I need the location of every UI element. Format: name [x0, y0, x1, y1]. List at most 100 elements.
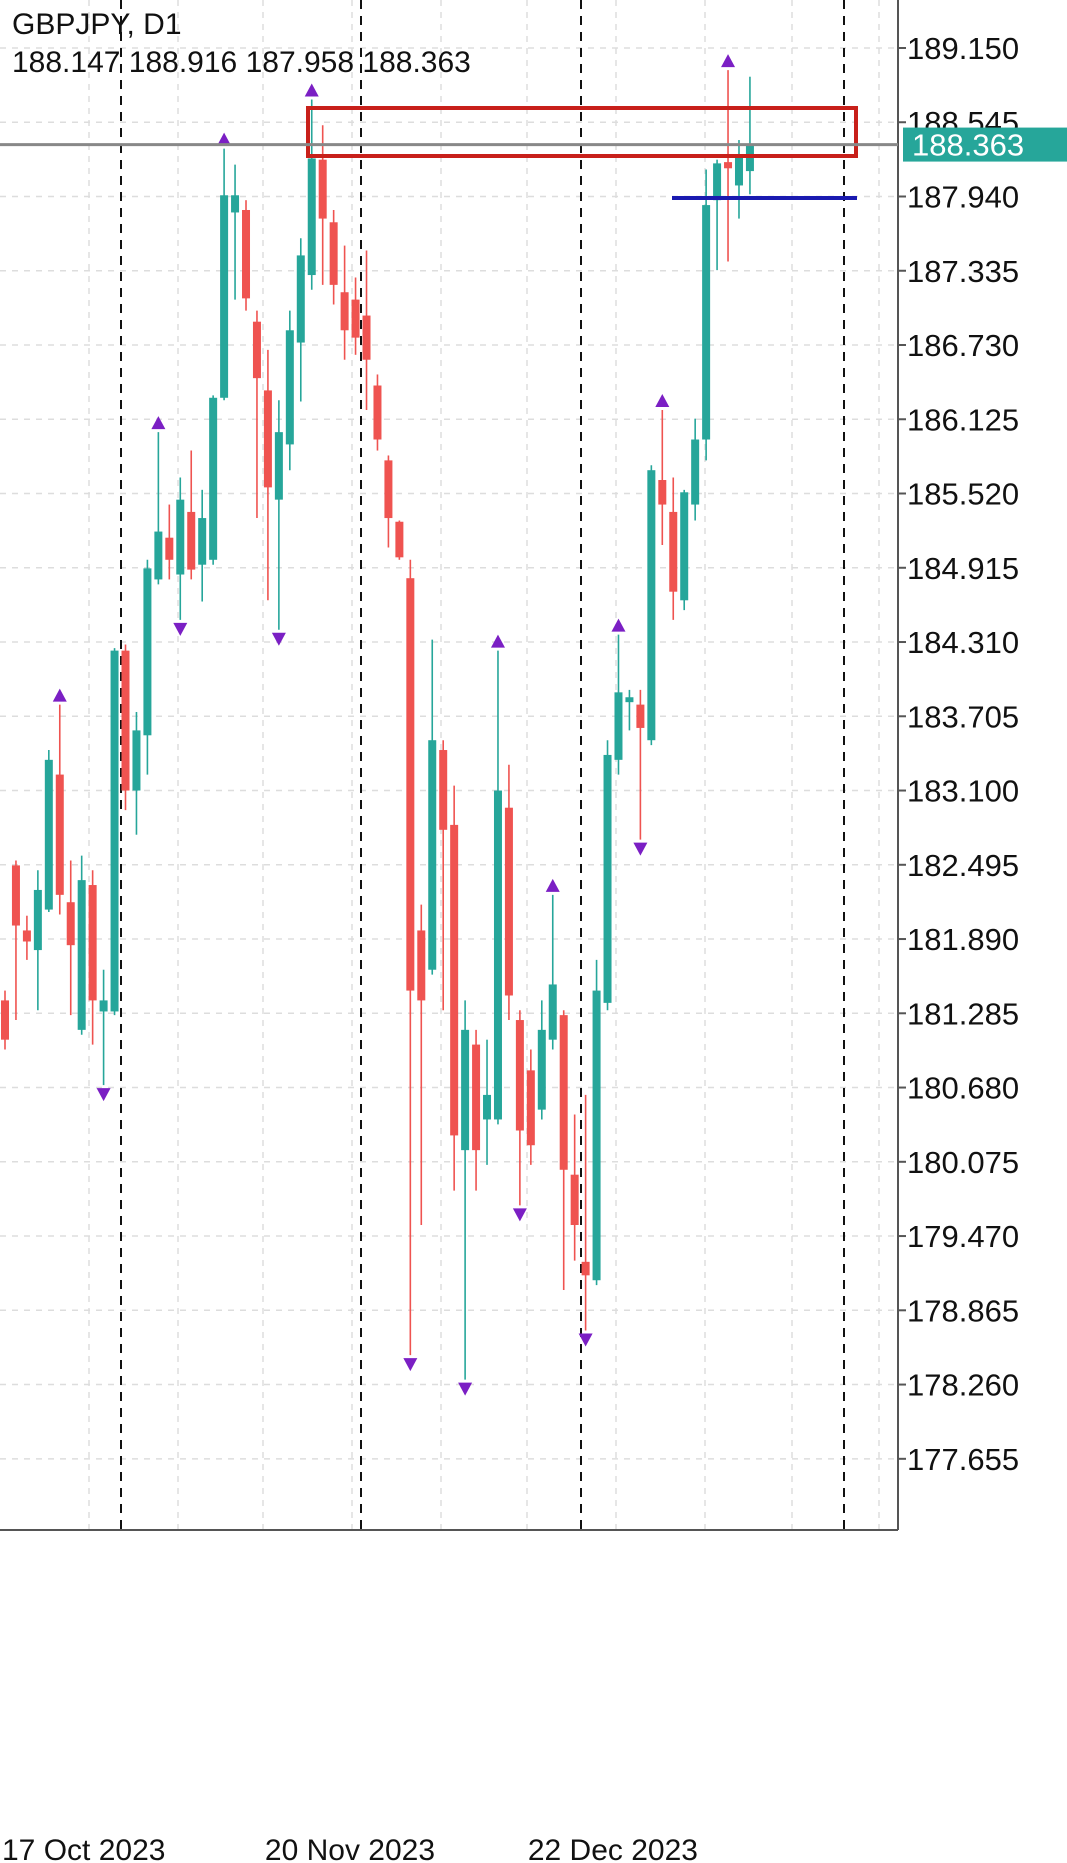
fractal-up	[52, 688, 67, 702]
candle-body	[198, 518, 207, 565]
y-tick-label: 182.495	[907, 848, 1019, 883]
candle-body	[373, 385, 382, 440]
candle-body	[581, 1261, 590, 1276]
y-tick-label: 184.310	[907, 625, 1019, 660]
candle-body	[11, 865, 20, 926]
candle-body	[340, 292, 349, 331]
fractal-down	[512, 1208, 527, 1222]
candle-body	[351, 299, 360, 338]
candle-body	[515, 1020, 524, 1131]
fractal-up	[611, 618, 626, 632]
candle-body	[187, 511, 196, 570]
candle-body	[143, 568, 152, 736]
candle-body	[559, 1015, 568, 1170]
fractal-down	[173, 622, 188, 636]
fractal-down	[403, 1358, 418, 1372]
candle-body	[724, 162, 733, 169]
ohlc-header: 188.147 188.916 187.958 188.363	[12, 46, 471, 79]
candle-body	[44, 759, 53, 910]
candle-body	[55, 774, 64, 895]
candle-body	[121, 650, 130, 791]
y-tick-label: 183.100	[907, 774, 1019, 809]
chart-title: GBPJPY, D1	[12, 8, 182, 41]
y-tick-label: 178.865	[907, 1293, 1019, 1328]
close-value: 188.363	[362, 46, 470, 79]
candle-body	[285, 330, 294, 445]
candle-body	[209, 397, 218, 560]
candle-body	[242, 209, 251, 299]
candle-body	[450, 824, 459, 1136]
candle-body	[548, 984, 557, 1040]
y-tick-label: 180.075	[907, 1145, 1019, 1180]
y-tick-label: 181.285	[907, 996, 1019, 1031]
candle-body	[734, 154, 743, 186]
candle-body	[537, 1029, 546, 1110]
candle-body	[110, 650, 119, 1012]
candle-body	[614, 692, 623, 760]
candle-body	[647, 470, 656, 741]
candle-body	[362, 315, 371, 360]
price-tag-label: 188.363	[912, 128, 1024, 163]
candle-body	[77, 880, 86, 1030]
price-tag	[903, 127, 1067, 162]
candle-body	[296, 255, 305, 343]
candle-body	[691, 439, 700, 505]
candle-body	[132, 730, 141, 791]
y-tick-label: 186.730	[907, 328, 1019, 363]
candle-body	[384, 460, 393, 519]
fractal-down	[633, 842, 648, 856]
y-tick-label: 184.915	[907, 551, 1019, 586]
candle-body	[680, 492, 689, 601]
candle-body	[603, 754, 612, 1003]
fractal-up	[655, 394, 670, 408]
x-tick-label: 17 Oct 2023	[2, 1834, 165, 1863]
candle-body	[669, 511, 678, 592]
y-tick-label: 180.680	[907, 1071, 1019, 1106]
y-tick-label: 181.890	[907, 922, 1019, 957]
fractal-up	[304, 83, 319, 97]
price-overlay: 188.363	[0, 127, 1067, 163]
candle-body	[461, 1029, 470, 1151]
fractal-down	[96, 1088, 111, 1102]
candle-body	[395, 521, 404, 558]
y-tick-label: 186.125	[907, 402, 1019, 437]
candle-body	[329, 222, 338, 285]
candle-body	[22, 930, 31, 942]
y-tick-label: 187.940	[907, 179, 1019, 214]
open-value: 188.147	[12, 46, 120, 79]
candle-body	[428, 740, 437, 970]
candle-body	[231, 195, 240, 213]
fractal-down	[578, 1333, 593, 1347]
candle-body	[318, 159, 327, 219]
y-tick-label: 185.520	[907, 477, 1019, 512]
fractal-down	[271, 632, 286, 646]
candle-body	[592, 990, 601, 1281]
candle-body	[417, 930, 426, 1001]
x-tick-label: 22 Dec 2023	[528, 1834, 698, 1863]
candle-body	[252, 321, 261, 379]
candle-body	[570, 1174, 579, 1226]
period-separators	[120, 0, 845, 1530]
candle-body	[33, 889, 42, 951]
fractal-down	[458, 1382, 473, 1396]
fractal-up	[545, 878, 560, 892]
candle-body	[439, 750, 448, 830]
candle-body	[493, 790, 502, 1120]
candle-body	[88, 885, 97, 1001]
y-tick-label: 178.260	[907, 1368, 1019, 1403]
x-axis: 17 Oct 2023 20 Nov 2023 22 Dec 2023	[2, 1834, 698, 1863]
y-tick-label: 189.150	[907, 31, 1019, 66]
y-tick-label: 177.655	[907, 1442, 1019, 1477]
candle-body	[165, 537, 174, 560]
fractal-up	[490, 634, 505, 648]
vertical-grid	[88, 0, 880, 1530]
candle-body	[263, 390, 272, 488]
zone-rectangle	[306, 106, 858, 158]
high-value: 188.916	[129, 46, 237, 79]
candle-body	[526, 1070, 535, 1146]
y-tick-label: 179.470	[907, 1219, 1019, 1254]
candle-body	[636, 704, 645, 728]
candle-body	[220, 195, 229, 398]
candle-body	[472, 1044, 481, 1151]
